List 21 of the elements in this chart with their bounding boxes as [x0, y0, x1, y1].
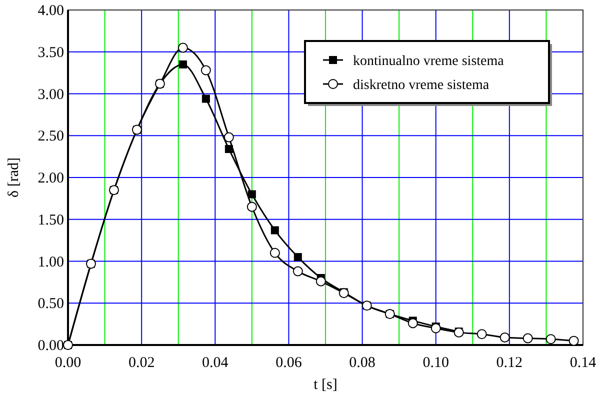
legend-label: diskretno vreme sistema — [353, 78, 490, 93]
x-tick-label: 0.10 — [422, 355, 449, 371]
x-tick-label: 0.06 — [276, 355, 302, 371]
x-axis-title: t [s] — [314, 377, 338, 393]
y-tick-label: 2.50 — [38, 128, 64, 145]
legend-label: kontinualno vreme sistema — [353, 54, 505, 69]
x-tick-label: 0.02 — [128, 355, 155, 371]
y-tick-label: 1.00 — [38, 254, 64, 270]
y-tick-label: 0.50 — [38, 296, 64, 312]
y-tick-label: 2.00 — [38, 170, 64, 186]
y-tick-label: 0.00 — [38, 338, 64, 354]
x-tick-label: 0.14 — [570, 355, 597, 371]
y-axis-title: δ [rad] — [6, 158, 22, 198]
y-tick-label: 4.00 — [38, 3, 64, 19]
x-tick-label: 0.04 — [202, 355, 229, 371]
x-tick-label: 0.08 — [349, 355, 376, 371]
x-tick-label: 0.12 — [496, 355, 523, 371]
x-tick-label: 0.00 — [54, 355, 82, 371]
y-tick-label: 3.00 — [38, 86, 64, 103]
y-tick-label: 3.50 — [38, 44, 64, 61]
y-tick-label: 1.50 — [38, 212, 64, 228]
